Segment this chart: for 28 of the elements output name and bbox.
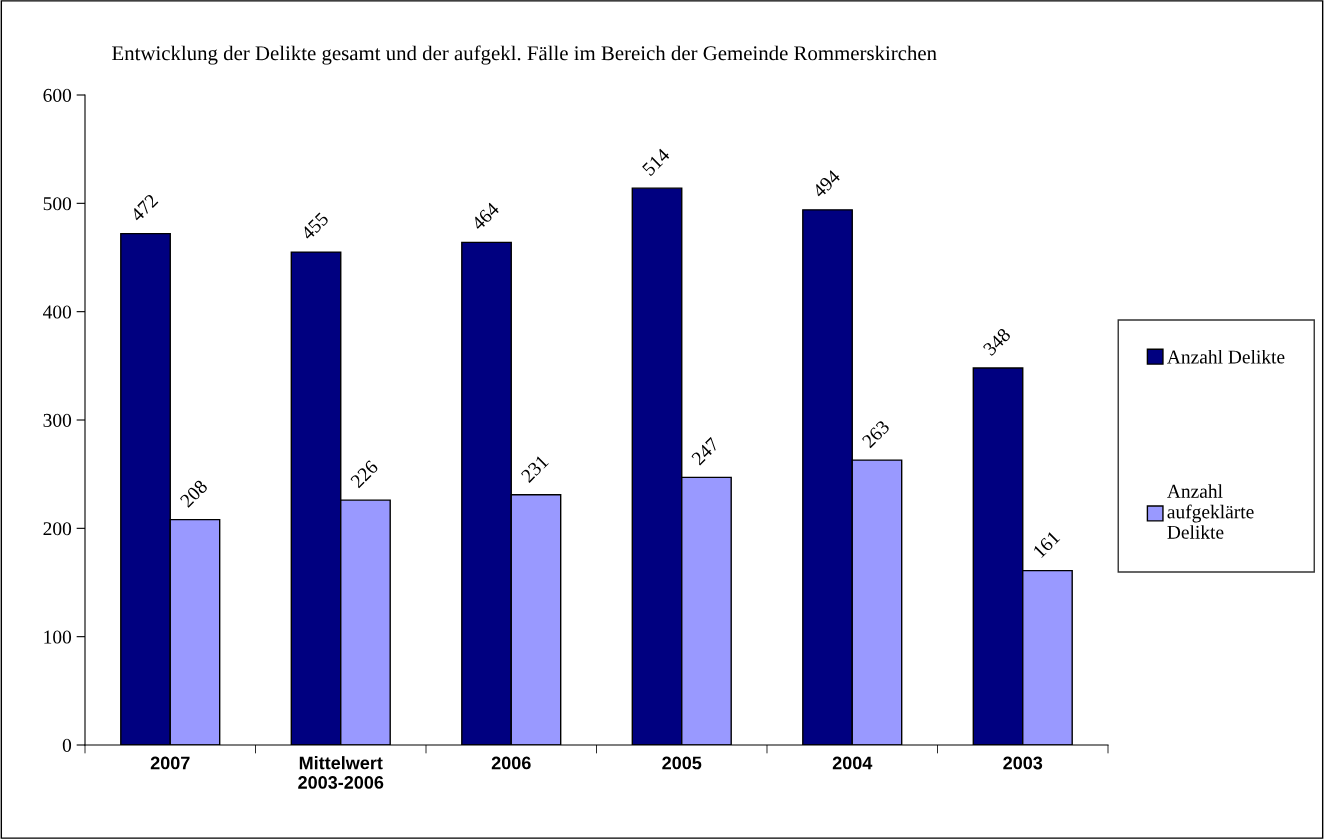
- x-tick-label: Mittelwert 2003-2006: [298, 756, 384, 789]
- x-tick-label: 2004: [832, 756, 873, 770]
- y-tick-label: 200: [43, 522, 72, 536]
- y-tick-label: 400: [43, 305, 72, 319]
- data-label: 247: [690, 436, 720, 466]
- y-tick-label: 600: [43, 88, 72, 102]
- y-tick-label: 500: [43, 197, 72, 211]
- x-tick-label: 2007: [150, 756, 190, 770]
- x-tick-label: 2006: [491, 756, 531, 770]
- y-tick-label: 100: [44, 630, 72, 644]
- data-label: 514: [641, 147, 671, 177]
- data-label: 226: [349, 459, 379, 489]
- data-label: 208: [179, 479, 209, 508]
- data-label: 455: [300, 211, 330, 241]
- data-label: 161: [1032, 530, 1061, 559]
- y-tick-label: 300: [43, 413, 72, 427]
- data-label: 494: [811, 169, 842, 199]
- data-label: 231: [520, 454, 549, 484]
- data-label: 263: [861, 419, 891, 449]
- y-tick-label: 0: [62, 738, 72, 752]
- x-tick-label: 2003: [1003, 756, 1043, 770]
- legend-label: Anzahl Delikte: [1167, 349, 1285, 364]
- chart-title: Entwicklung der Delikte gesamt und der aufgekl. Fälle im Bereich der Gemeinde Rommerskirchen: [112, 45, 937, 65]
- data-label: 348: [982, 327, 1012, 357]
- data-label: 464: [470, 201, 501, 231]
- data-label: 472: [129, 193, 159, 223]
- legend-label: Anzahl aufgeklärte Delikte: [1167, 484, 1254, 539]
- x-tick-label: 2005: [662, 756, 702, 770]
